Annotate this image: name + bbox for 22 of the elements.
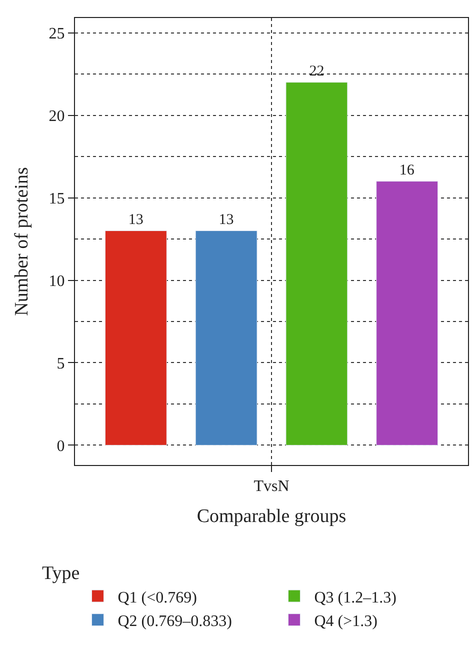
x-tick-label: TvsN bbox=[254, 478, 290, 496]
data-label: 22 bbox=[309, 63, 324, 80]
legend-title: Type bbox=[42, 563, 80, 584]
bar bbox=[286, 82, 348, 446]
data-label: 13 bbox=[128, 212, 144, 228]
data-label: 16 bbox=[399, 162, 415, 178]
y-tick-label: 15 bbox=[48, 190, 65, 208]
y-axis-title: Number of proteins bbox=[12, 167, 33, 316]
y-tick-label: 10 bbox=[48, 272, 65, 290]
x-axis-title: Comparable groups bbox=[196, 506, 346, 527]
y-tick-label: 25 bbox=[48, 25, 65, 42]
data-label: 13 bbox=[218, 212, 234, 228]
legend-label: Q2 (0.769–0.833) bbox=[118, 613, 232, 630]
bar bbox=[195, 230, 258, 446]
legend-label: Q1 (<0.769) bbox=[118, 589, 197, 606]
y-tick-label: 5 bbox=[56, 355, 65, 372]
y-tick-label: 0 bbox=[56, 438, 65, 455]
bar bbox=[104, 230, 167, 446]
bar bbox=[376, 181, 438, 446]
y-tick-label: 20 bbox=[48, 108, 65, 125]
legend-label: Q3 (1.2–1.3) bbox=[314, 589, 396, 606]
legend-label: Q4 (>1.3) bbox=[314, 613, 378, 630]
